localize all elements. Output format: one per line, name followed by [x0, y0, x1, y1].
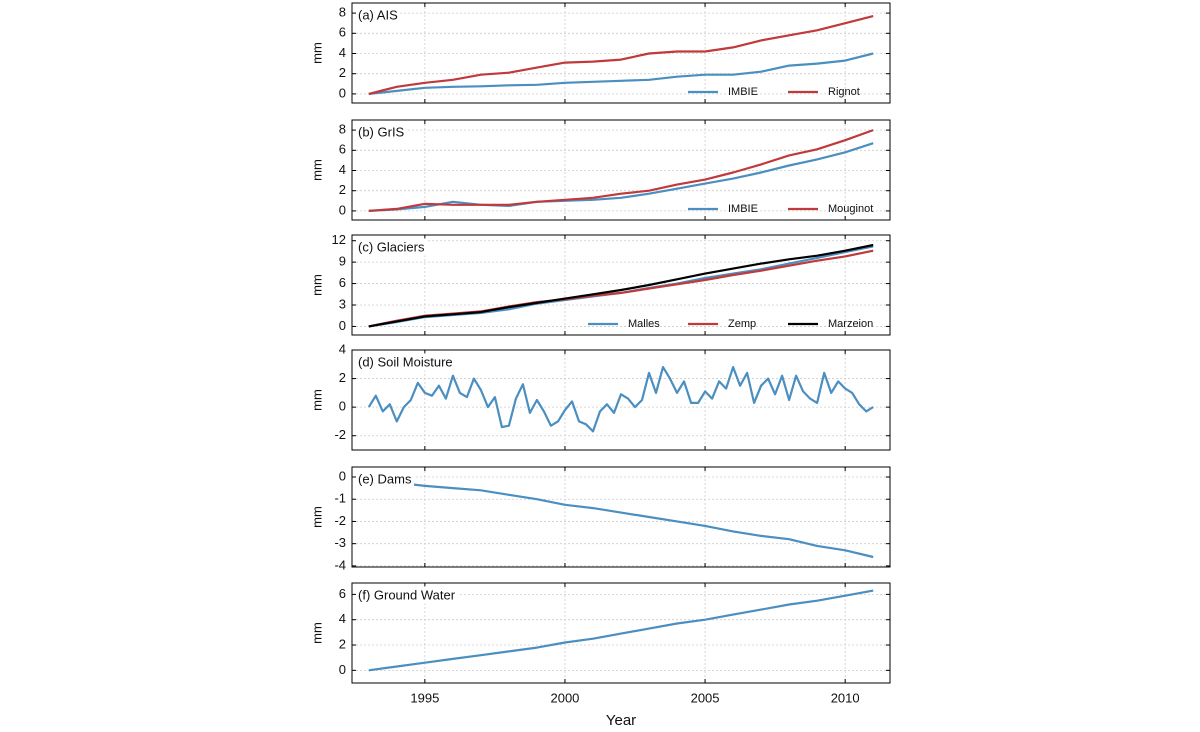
y-tick-label: 2 — [339, 182, 346, 197]
y-tick-label: 6 — [339, 275, 346, 290]
plot-frame — [351, 349, 891, 451]
y-tick-label: 0 — [339, 202, 346, 217]
y-axis-label: mm — [309, 274, 324, 296]
title-bg — [356, 238, 427, 256]
y-tick-label: 8 — [339, 122, 346, 137]
plot-frame — [351, 466, 891, 568]
y-tick-label: 2 — [339, 65, 346, 80]
y-tick-label: 2 — [339, 636, 346, 651]
data-line — [368, 15, 874, 95]
panel-title: (a) AIS — [358, 7, 398, 22]
panel-title: (d) Soil Moisture — [358, 354, 453, 369]
title-bg — [356, 6, 401, 24]
title-bg — [356, 470, 414, 488]
y-tick-label: -1 — [334, 491, 346, 506]
y-axis-label: mm — [309, 506, 324, 528]
data-line — [368, 589, 874, 672]
title-bg — [356, 353, 455, 371]
y-tick-label: -4 — [334, 557, 346, 572]
y-tick-label: 4 — [339, 611, 346, 626]
panel-title: (c) Glaciers — [358, 239, 425, 254]
title-bg — [356, 123, 407, 141]
data-line — [368, 129, 874, 212]
y-tick-label: 0 — [339, 468, 346, 483]
y-tick-label: 0 — [339, 662, 346, 677]
plot-frame — [351, 2, 891, 104]
y-axis-label: mm — [309, 42, 324, 64]
panel-title: (b) GrIS — [358, 124, 405, 139]
legend-label: Malles — [628, 318, 660, 330]
data-line — [367, 366, 874, 433]
y-tick-label: 3 — [339, 296, 346, 311]
y-tick-label: 6 — [339, 586, 346, 601]
y-tick-label: 0 — [339, 399, 346, 414]
panel-title: (e) Dams — [358, 471, 412, 486]
x-tick-label: 2010 — [831, 690, 860, 705]
y-tick-label: 0 — [339, 318, 346, 333]
legend-label: IMBIE — [728, 86, 758, 98]
y-tick-label: 12 — [332, 232, 346, 247]
legend-label: Rignot — [828, 86, 860, 98]
x-tick-label: 2005 — [691, 690, 720, 705]
legend-label: Zemp — [728, 318, 756, 330]
legend-label: Marzeion — [828, 318, 873, 330]
y-tick-label: 0 — [339, 85, 346, 100]
y-tick-label: 2 — [339, 370, 346, 385]
y-tick-label: -2 — [334, 427, 346, 442]
y-axis-label: mm — [309, 389, 324, 411]
data-line — [368, 52, 874, 95]
plot-frame — [351, 234, 891, 336]
x-tick-label: 2000 — [550, 690, 579, 705]
y-tick-label: -3 — [334, 535, 346, 550]
data-line — [368, 142, 874, 212]
panel-title: (f) Ground Water — [358, 587, 456, 602]
y-tick-label: 4 — [339, 162, 346, 177]
plot-frame — [351, 582, 891, 684]
y-tick-label: 4 — [339, 341, 346, 356]
y-axis-label: mm — [309, 622, 324, 644]
plot-frame — [351, 119, 891, 221]
y-tick-label: 9 — [339, 254, 346, 269]
data-line — [368, 475, 874, 559]
y-tick-label: 8 — [339, 5, 346, 20]
y-tick-label: 4 — [339, 45, 346, 60]
legend-label: IMBIE — [728, 203, 758, 215]
y-axis-label: mm — [309, 159, 324, 181]
x-axis-label: Year — [606, 712, 636, 727]
data-line — [368, 243, 874, 328]
y-tick-label: 6 — [339, 25, 346, 40]
y-tick-label: -2 — [334, 513, 346, 528]
y-tick-label: 6 — [339, 142, 346, 157]
title-bg — [356, 586, 458, 604]
legend-label: Mouginot — [828, 203, 873, 215]
x-tick-label: 1995 — [410, 690, 439, 705]
